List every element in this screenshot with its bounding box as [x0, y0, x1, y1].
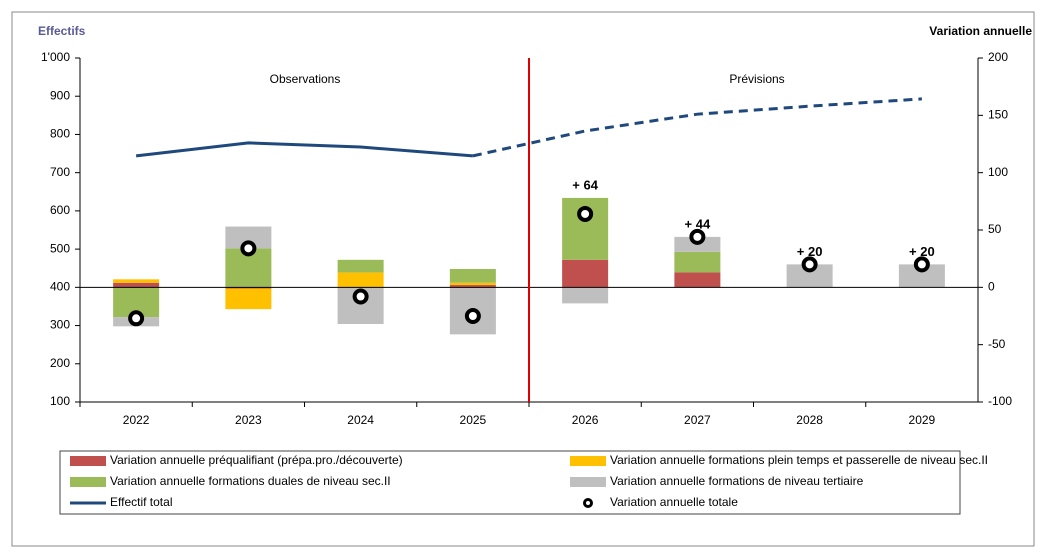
total-dot — [240, 240, 257, 257]
y-tick-label: 100 — [50, 394, 70, 408]
y-tick-label: 800 — [50, 127, 70, 141]
total-dot — [801, 256, 818, 273]
y-tick-label: 900 — [50, 88, 70, 102]
x-tick-label: 2027 — [684, 413, 711, 427]
y-tick-label: 600 — [50, 203, 70, 217]
y2-tick-label: 0 — [988, 280, 995, 294]
bar-segment — [225, 226, 272, 249]
total-dot — [464, 308, 481, 324]
bar-segment — [225, 288, 272, 310]
y-tick-label: 700 — [50, 165, 70, 179]
y2-axis-label: Variation annuelle — [929, 24, 1032, 38]
x-tick-label: 2024 — [347, 413, 374, 427]
legend-label: Variation annuelle formations de niveau … — [610, 474, 864, 488]
legend-swatch — [570, 477, 606, 487]
x-tick-label: 2023 — [235, 413, 262, 427]
total-dot — [689, 228, 706, 245]
total-dot — [577, 205, 594, 222]
y2-tick-label: 50 — [988, 222, 1002, 236]
bar-segment — [562, 287, 609, 304]
frame — [11, 11, 1035, 547]
legend-label: Variation annuelle formations duales de … — [110, 474, 391, 488]
annotation: Observations — [270, 72, 341, 86]
line — [135, 141, 473, 158]
value-label: + 20 — [797, 244, 823, 259]
y-tick-label: 1'000 — [41, 50, 70, 64]
legend-box — [59, 450, 961, 515]
annotation: Prévisions — [729, 72, 784, 86]
bar-segment — [225, 287, 272, 289]
legend-label: Variation annuelle préqualifiant (prépa.… — [110, 453, 403, 467]
bar-segment — [786, 264, 833, 288]
total-dot — [352, 288, 369, 305]
line — [472, 97, 922, 158]
y2-tick-label: -100 — [988, 394, 1012, 408]
y2-tick-label: 100 — [988, 165, 1008, 179]
y-tick-label: 500 — [50, 241, 70, 255]
legend-label: Variation annuelle totale — [610, 495, 738, 509]
y-axis-label: Effectifs — [38, 24, 86, 38]
legend-swatch — [583, 498, 593, 508]
value-label: + 44 — [685, 216, 711, 231]
x-tick-label: 2026 — [572, 413, 599, 427]
legend-swatch — [70, 477, 106, 487]
y-tick-label: 200 — [50, 356, 70, 370]
x-tick-label: 2028 — [796, 413, 823, 427]
bar-segment — [449, 285, 496, 288]
y-tick-label: 400 — [50, 280, 70, 294]
y2-tick-label: -50 — [988, 337, 1006, 351]
y2-tick-label: 200 — [988, 50, 1008, 64]
x-tick-label: 2022 — [123, 413, 150, 427]
total-dot — [128, 310, 145, 327]
bar-segment — [562, 259, 609, 288]
bar-segment — [674, 272, 721, 288]
x-tick-label: 2025 — [460, 413, 487, 427]
legend-label: Variation annuelle formations plein temp… — [610, 453, 988, 467]
bar-segment — [449, 282, 496, 286]
legend-swatch — [70, 456, 106, 466]
legend-swatch — [570, 456, 606, 466]
bar-segment — [674, 251, 721, 273]
bar-segment — [113, 279, 160, 283]
bar-segment — [113, 282, 160, 288]
bar-segment — [449, 268, 496, 283]
bar-segment — [337, 259, 384, 273]
bar-segment — [337, 272, 384, 288]
value-label: + 64 — [572, 177, 598, 192]
bar-segment — [898, 264, 945, 288]
total-dot — [913, 256, 930, 273]
legend-label: Effectif total — [110, 495, 172, 509]
y-tick-label: 300 — [50, 318, 70, 332]
y2-tick-label: 150 — [988, 108, 1008, 122]
x-tick-label: 2029 — [909, 413, 936, 427]
value-label: + 20 — [909, 244, 935, 259]
